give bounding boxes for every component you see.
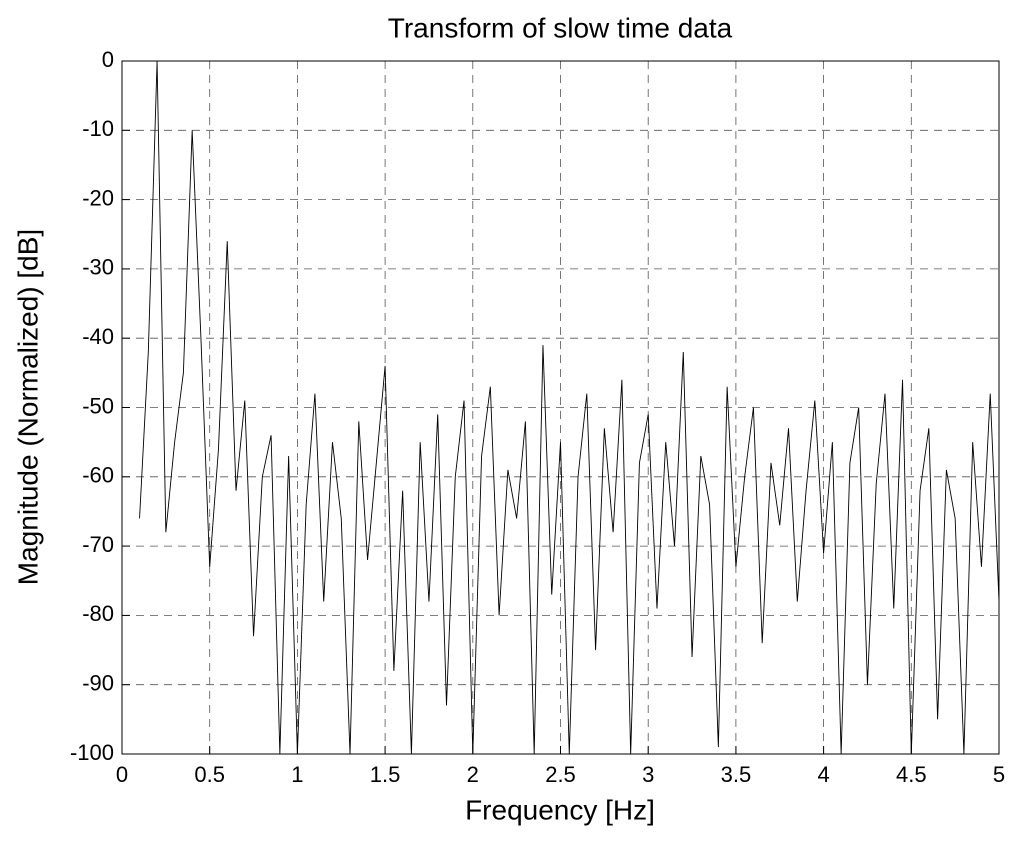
x-tick-label: 5 [993,762,1005,787]
x-axis-label: Frequency [Hz] [465,794,655,825]
x-tick-label: 2.5 [545,762,576,787]
x-tick-label: 0.5 [194,762,225,787]
y-tick-label: -90 [82,671,114,696]
y-tick-label: -60 [82,463,114,488]
x-tick-label: 1.5 [370,762,401,787]
x-tick-label: 1 [291,762,303,787]
x-tick-label: 0 [116,762,128,787]
chart-title: Transform of slow time data [388,12,733,43]
y-tick-label: -10 [82,116,114,141]
y-tick-label: -30 [82,255,114,280]
y-tick-label: -20 [82,185,114,210]
y-tick-label: -70 [82,532,114,557]
plot-frame [121,60,1000,755]
x-tick-label: 3 [642,762,654,787]
x-tick-label: 2 [467,762,479,787]
y-tick-label: -50 [82,393,114,418]
y-tick-label: -80 [82,601,114,626]
y-tick-label: -40 [82,324,114,349]
data-line [139,60,1000,755]
y-tick-label: 0 [102,47,114,72]
x-tick-label: 3.5 [721,762,752,787]
y-tick-label: -100 [70,740,114,765]
x-tick-label: 4.5 [896,762,927,787]
y-axis-label: Magnitude (Normalized) [dB] [12,229,43,585]
x-tick-label: 4 [817,762,829,787]
